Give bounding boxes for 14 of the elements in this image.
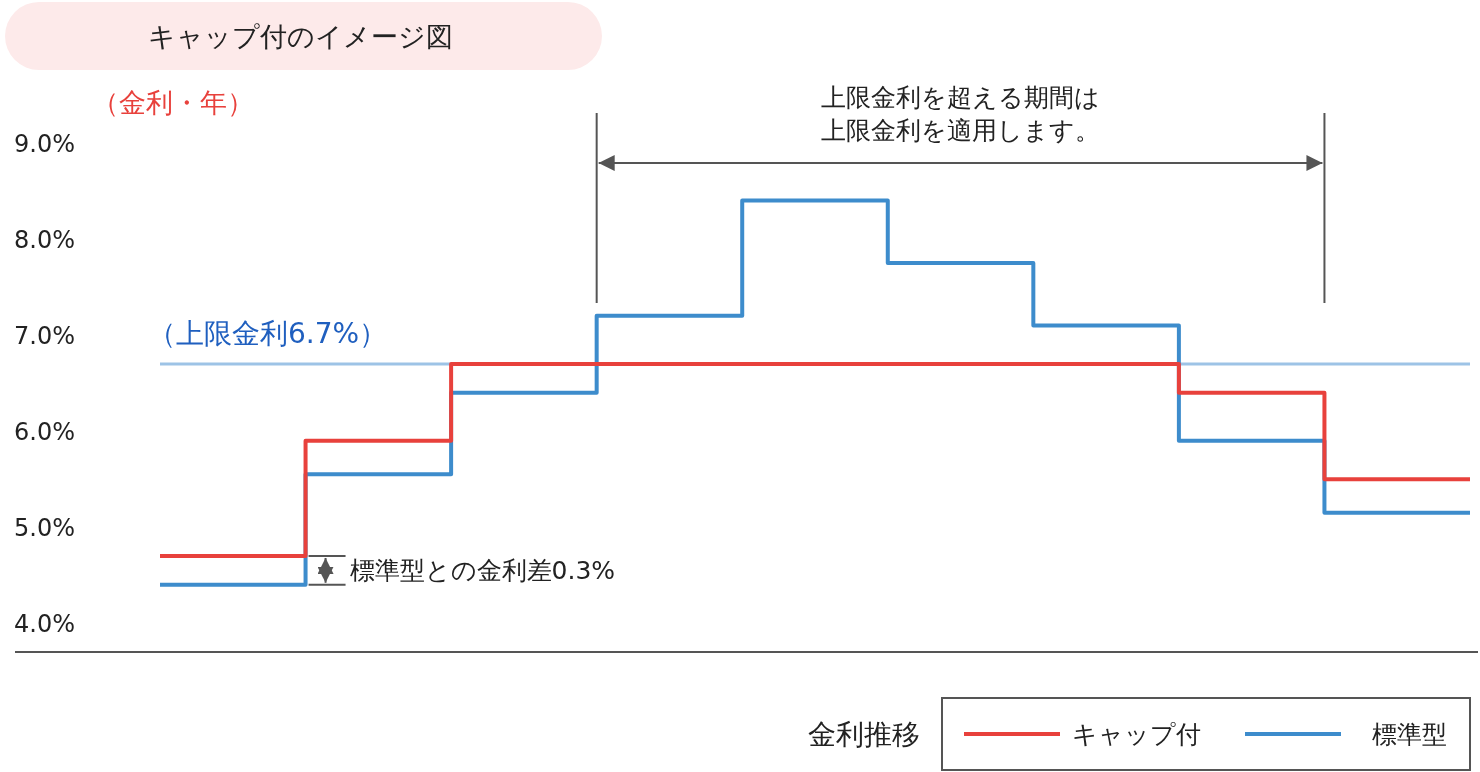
- ref-line-label: （上限金利6.7%）: [148, 316, 388, 350]
- y-tick-label: 9.0%: [14, 130, 75, 158]
- y-tick-label: 7.0%: [14, 322, 75, 351]
- y-tick-label: 4.0%: [14, 610, 75, 639]
- y-tick-label: 8.0%: [14, 226, 75, 255]
- chart-title: キャップ付のイメージ図: [147, 21, 453, 52]
- y-axis-title: （金利・年）: [92, 87, 254, 118]
- y-tick-label: 6.0%: [14, 418, 75, 447]
- legend-label: 標準型: [1372, 720, 1447, 749]
- legend-title: 金利推移: [808, 718, 920, 751]
- legend-label: キャップ付: [1072, 720, 1201, 749]
- annotation: 上限金利を超える期間は上限金利を適用します。: [821, 83, 1101, 145]
- y-tick-label: 5.0%: [14, 514, 75, 543]
- annotation: 標準型との金利差0.3%: [349, 556, 616, 586]
